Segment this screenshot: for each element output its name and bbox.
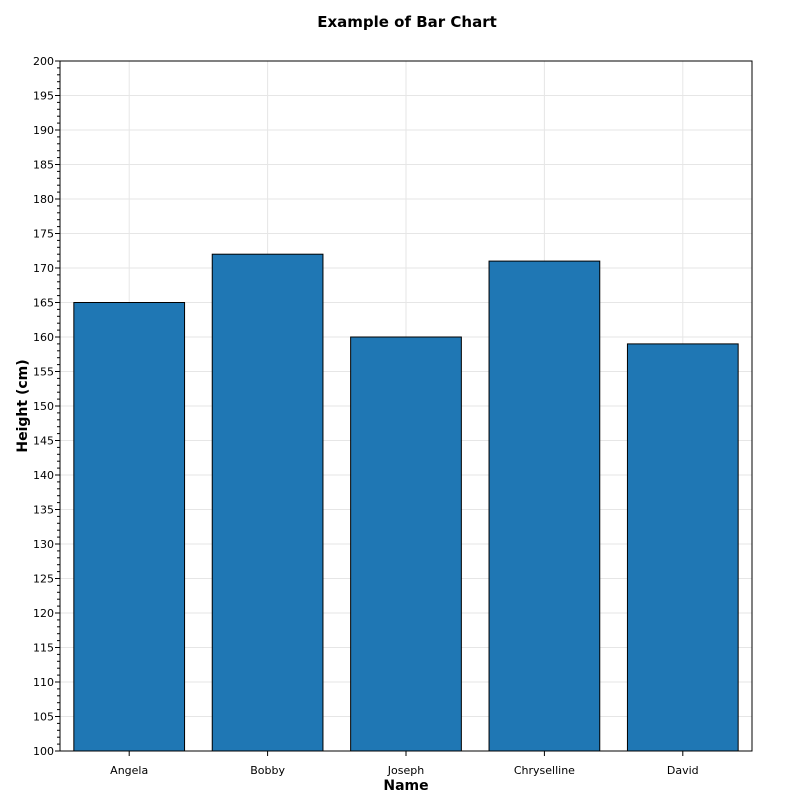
y-axis-title: Height (cm) [15, 359, 31, 452]
x-tick-label: Bobby [250, 764, 285, 777]
y-tick-label: 130 [33, 538, 54, 551]
y-ticks: 100 105 110 115 120 125 130 135 140 145 150 155 160 1… [33, 55, 60, 758]
bar-david [626, 343, 739, 752]
y-tick-label: 190 [33, 124, 54, 137]
bars-layer [73, 253, 739, 752]
y-tick-label: 165 [33, 297, 54, 310]
y-tick-label: 195 [33, 90, 54, 103]
bar-bobby [211, 253, 324, 752]
y-tick-label: 160 [33, 331, 54, 344]
x-axis-title: Name [383, 778, 428, 794]
y-tick-label: 125 [33, 573, 54, 586]
y-tick-label: 115 [33, 642, 54, 655]
y-tick-label: 180 [33, 193, 54, 206]
bar-joseph [350, 336, 462, 752]
y-tick-label: 170 [33, 262, 54, 275]
x-tick-label: David [667, 764, 699, 777]
y-tick-label: 120 [33, 607, 54, 620]
y-tick-label: 105 [33, 711, 54, 724]
x-tick-labels: Angela Bobby Joseph Chryselline David [110, 751, 699, 777]
bar-angela [73, 302, 186, 752]
chart-title: Example of Bar Chart [317, 13, 497, 31]
x-tick-label: Chryselline [514, 764, 575, 777]
y-tick-label: 150 [33, 400, 54, 413]
x-tick-label: Angela [110, 764, 148, 777]
y-tick-label: 185 [33, 159, 54, 172]
y-tick-label: 200 [33, 55, 54, 68]
x-tick-label: Joseph [387, 764, 424, 777]
y-tick-label: 175 [33, 228, 54, 241]
bar-chryselline [488, 260, 601, 752]
y-tick-label: 110 [33, 676, 54, 689]
y-tick-label: 145 [33, 435, 54, 448]
y-tick-label: 155 [33, 366, 54, 379]
y-tick-label: 140 [33, 469, 54, 482]
y-tick-label: 135 [33, 504, 54, 517]
y-tick-label: 100 [33, 745, 54, 758]
